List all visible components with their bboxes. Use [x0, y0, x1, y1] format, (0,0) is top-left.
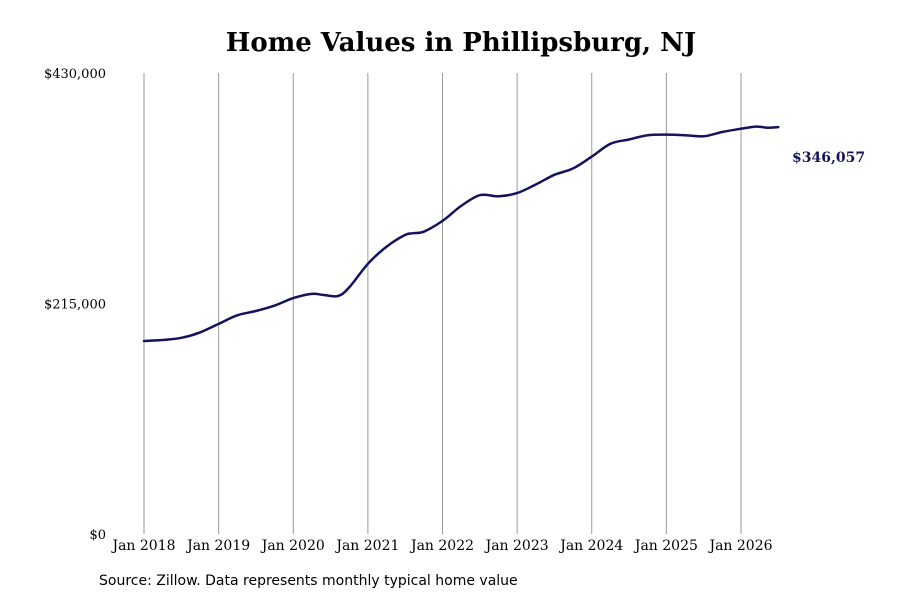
y-tick-label: $215,000 — [44, 298, 106, 313]
x-tick-label: Jan 2026 — [707, 538, 772, 554]
end-value-label: $346,057 — [792, 150, 865, 166]
x-tick-label: Jan 2018 — [110, 538, 175, 554]
source-note: Source: Zillow. Data represents monthly … — [99, 573, 518, 589]
x-tick-label: Jan 2023 — [484, 538, 549, 554]
series-line-0 — [142, 125, 780, 343]
series-group — [142, 125, 780, 343]
x-tick-label: Jan 2022 — [409, 538, 474, 554]
x-tick-label: Jan 2020 — [260, 538, 325, 554]
x-tick-label: Jan 2021 — [334, 538, 399, 554]
y-axis-ticks: $0 $215,000 $430,000 — [44, 67, 106, 543]
x-axis-ticks: Jan 2018 Jan 2019 Jan 2020 Jan 2021 Jan 2022… — [110, 538, 772, 554]
y-tick-label: $0 — [89, 528, 106, 543]
chart-title: Home Values in Phillipsburg, NJ — [226, 28, 696, 58]
gridlines — [143, 73, 742, 534]
y-tick-label: $430,000 — [44, 67, 106, 82]
x-tick-label: Jan 2025 — [633, 538, 698, 554]
x-tick-label: Jan 2024 — [558, 538, 623, 554]
x-tick-label: Jan 2019 — [185, 538, 250, 554]
